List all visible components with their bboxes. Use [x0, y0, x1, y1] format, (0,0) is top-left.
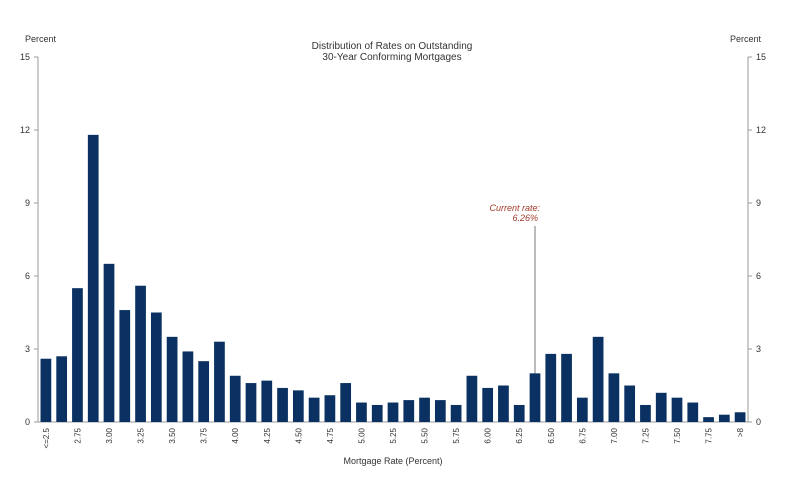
- bar: [450, 404, 462, 422]
- x-tick-label: 7.00: [610, 427, 619, 443]
- right-axis-unit-label: Percent: [730, 34, 762, 44]
- bar: [529, 373, 541, 422]
- bar: [135, 285, 146, 422]
- bar: [245, 383, 257, 422]
- bar: [671, 397, 683, 422]
- x-tick-label: 4.25: [263, 427, 272, 443]
- chart-title-line-2: 30-Year Conforming Mortgages: [322, 52, 461, 63]
- bar: [419, 397, 430, 422]
- x-tick-label: 3.75: [200, 427, 209, 443]
- bar: [87, 134, 99, 422]
- x-tick-label: 5.25: [389, 427, 398, 443]
- bar: [640, 404, 651, 422]
- x-tick-label: 7.75: [705, 427, 714, 443]
- x-tick-label: 7.50: [673, 427, 682, 443]
- bar: [734, 412, 746, 422]
- bar: [371, 404, 383, 422]
- bar: [513, 404, 525, 422]
- bar: [56, 356, 68, 422]
- bar: [608, 373, 620, 422]
- bar: [214, 341, 225, 422]
- x-tick-label: >8: [736, 427, 745, 437]
- y-tick-label-left: 0: [25, 417, 30, 427]
- bar: [198, 361, 210, 422]
- current-rate-annotation-label: Current rate:: [489, 203, 540, 213]
- y-tick-label-left: 6: [25, 271, 30, 281]
- x-tick-label: 6.25: [515, 427, 524, 443]
- x-tick-label: 5.00: [357, 427, 366, 443]
- bar: [718, 414, 730, 422]
- bar: [387, 402, 399, 422]
- bar: [466, 375, 478, 422]
- x-tick-label: 3.00: [105, 427, 114, 443]
- bar: [229, 375, 241, 422]
- bar: [119, 310, 131, 422]
- bar: [434, 400, 446, 422]
- x-tick-label: 6.50: [547, 427, 556, 443]
- bar: [308, 397, 320, 422]
- x-tick-label: 7.25: [641, 427, 650, 443]
- bar: [340, 383, 352, 422]
- bar: [72, 288, 83, 422]
- bar: [150, 312, 162, 422]
- bar: [277, 387, 288, 422]
- y-tick-label-right: 9: [756, 198, 761, 208]
- y-tick-label-left: 12: [20, 125, 30, 135]
- chart-title-line-1: Distribution of Rates on Outstanding: [312, 41, 473, 52]
- x-tick-label: 2.75: [73, 427, 82, 443]
- bar: [182, 351, 194, 422]
- axes-group: 0 0 3 3 6 6 9 9 12 12 15 15: [20, 52, 766, 427]
- y-tick-label-right: 15: [756, 52, 766, 62]
- y-tick-label-left: 3: [25, 344, 30, 354]
- y-tick-label-right: 0: [756, 417, 761, 427]
- bar: [703, 417, 714, 422]
- bar: [482, 387, 494, 422]
- bar: [624, 385, 636, 422]
- bar: [103, 263, 115, 422]
- x-tick-label: 6.00: [484, 427, 493, 443]
- bar: [498, 385, 509, 422]
- bars-group: [40, 134, 746, 422]
- y-tick-label-right: 12: [756, 125, 766, 135]
- x-tick-label: <=2.5: [42, 427, 51, 448]
- y-tick-label-right: 6: [756, 271, 761, 281]
- x-tick-label: 3.25: [137, 427, 146, 443]
- bar: [356, 402, 367, 422]
- bar: [561, 353, 572, 422]
- x-tick-label: 6.75: [578, 427, 587, 443]
- bar: [576, 397, 588, 422]
- x-tick-label: 3.50: [168, 427, 177, 443]
- bar: [261, 380, 273, 422]
- bar: [40, 358, 52, 422]
- left-axis-unit-label: Percent: [25, 34, 57, 44]
- bar: [166, 336, 178, 422]
- x-tick-label: 5.50: [421, 427, 430, 443]
- bar: [324, 395, 336, 422]
- y-tick-label-right: 3: [756, 344, 761, 354]
- x-tick-label: 4.75: [326, 427, 335, 443]
- bar: [292, 390, 304, 422]
- bar: [687, 402, 699, 422]
- bar: [655, 392, 667, 422]
- x-axis-title: Mortgage Rate (Percent): [343, 456, 442, 466]
- x-tick-label: 4.00: [231, 427, 240, 443]
- bar: [403, 400, 415, 422]
- x-tick-labels-group: <=2.5 2.75 3.00 3.25 3.50 3.75 4.00 4.25 4.50 4.7…: [42, 427, 745, 448]
- x-tick-label: 5.75: [452, 427, 461, 443]
- current-rate-annotation-value: 6.26%: [512, 213, 538, 223]
- bar: [545, 353, 557, 422]
- bar: [592, 336, 604, 422]
- x-tick-label: 4.50: [294, 427, 303, 443]
- y-tick-label-left: 15: [20, 52, 30, 62]
- y-tick-label-left: 9: [25, 198, 30, 208]
